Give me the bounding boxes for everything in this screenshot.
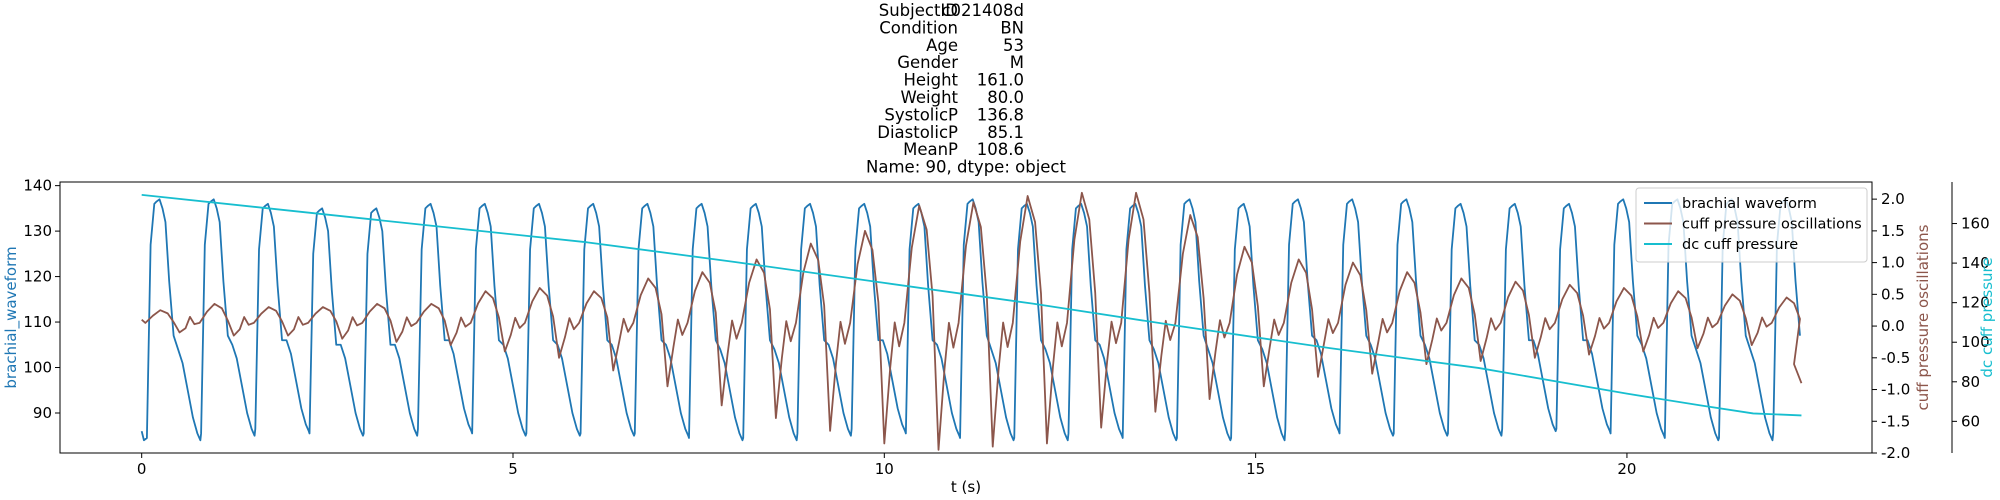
y3-tick-label: 60 [1961,412,1980,430]
title-footer: Name: 90, dtype: object [866,158,1066,177]
y2-tick-label: 1.0 [1881,254,1905,272]
series-line-brachial [140,198,1801,442]
y-tick-label: 90 [33,404,52,422]
title-key-diastolicp: DiastolicP [877,123,958,142]
title-key-meanp: MeanP [903,140,958,159]
plot-area [59,181,1873,454]
y2-tick-label: 1.5 [1881,222,1905,240]
y-axis-dc-cuff: 60 80 100 120 140 160 dc cuff pressure [1951,182,1996,453]
title-value-gender: M [1010,53,1024,72]
y2-tick-label: 0.5 [1881,285,1905,303]
legend-entry: brachial waveform [1682,196,1817,212]
legend: brachial waveform cuff pressure oscillati… [1635,187,1868,263]
y-tick-label: 140 [23,177,52,195]
title-value-meanp: 108.6 [977,140,1024,159]
legend-entry: dc cuff pressure [1682,237,1798,253]
y2-tick-label: 2.0 [1881,190,1905,208]
y3-tick-label: 100 [1961,333,1990,351]
y-tick-label: 100 [23,359,52,377]
y2-tick-label: 0.0 [1881,317,1905,335]
title-value-age: 53 [1003,36,1024,55]
y-tick-label: 110 [23,313,52,331]
title-key-gender: Gender [897,53,958,72]
legend-box [1635,187,1868,263]
y-axis-label-brachial: brachial_waveform [2,246,21,388]
title-value-height: 161.0 [977,71,1024,90]
y2-tick-label: -1.0 [1881,381,1910,399]
title-key-height: Height [903,71,958,90]
series-line-osc [141,191,1803,451]
legend-entry: cuff pressure oscillations [1682,217,1862,233]
title-key-subjectid: SubjectID [879,1,958,20]
y3-tick-label: 120 [1961,294,1990,312]
title-value-weight: 80.0 [987,88,1024,107]
title-key-weight: Weight [901,88,959,107]
title-key-condition: Condition [879,18,958,37]
title-key-age: Age [926,36,958,55]
y-tick-label: 130 [23,222,52,240]
y3-tick-label: 140 [1961,254,1990,272]
y-axis-label-dc-cuff: dc cuff pressure [1978,257,1996,377]
y2-tick-label: -1.5 [1881,412,1910,430]
x-tick-label: 5 [508,460,518,478]
x-tick-label: 20 [1617,460,1636,478]
series-line-dc [141,193,1802,417]
y-axis-oscillations: -2.0 -1.5 -1.0 -0.5 0.0 0.5 1.0 1.5 2.0 cuff pres… [1872,190,1932,462]
x-tick-label: 0 [137,460,147,478]
x-tick-label: 10 [875,460,894,478]
x-axis-label: t (s) [951,478,981,496]
title-key-systolicp: SystolicP [884,105,958,124]
y-tick-label: 120 [23,268,52,286]
x-tick-label: 15 [1246,460,1265,478]
title-value-subjectid: c021408d [941,1,1024,20]
y3-tick-label: 160 [1961,215,1990,233]
title-value-systolicp: 136.8 [977,105,1024,124]
x-axis: 0 5 10 15 20 [137,453,1636,478]
y2-tick-label: -2.0 [1881,444,1910,462]
y3-tick-label: 80 [1961,373,1980,391]
title-value-diastolicp: 85.1 [987,123,1024,142]
y-axis-brachial: 90 100 110 120 130 140 brachial_waveform [2,177,60,422]
title-value-condition: BN [1000,18,1024,37]
series-group [140,191,1803,451]
y2-tick-label: -0.5 [1881,349,1910,367]
y-axis-label-oscillations: cuff pressure oscillations [1914,224,1932,410]
